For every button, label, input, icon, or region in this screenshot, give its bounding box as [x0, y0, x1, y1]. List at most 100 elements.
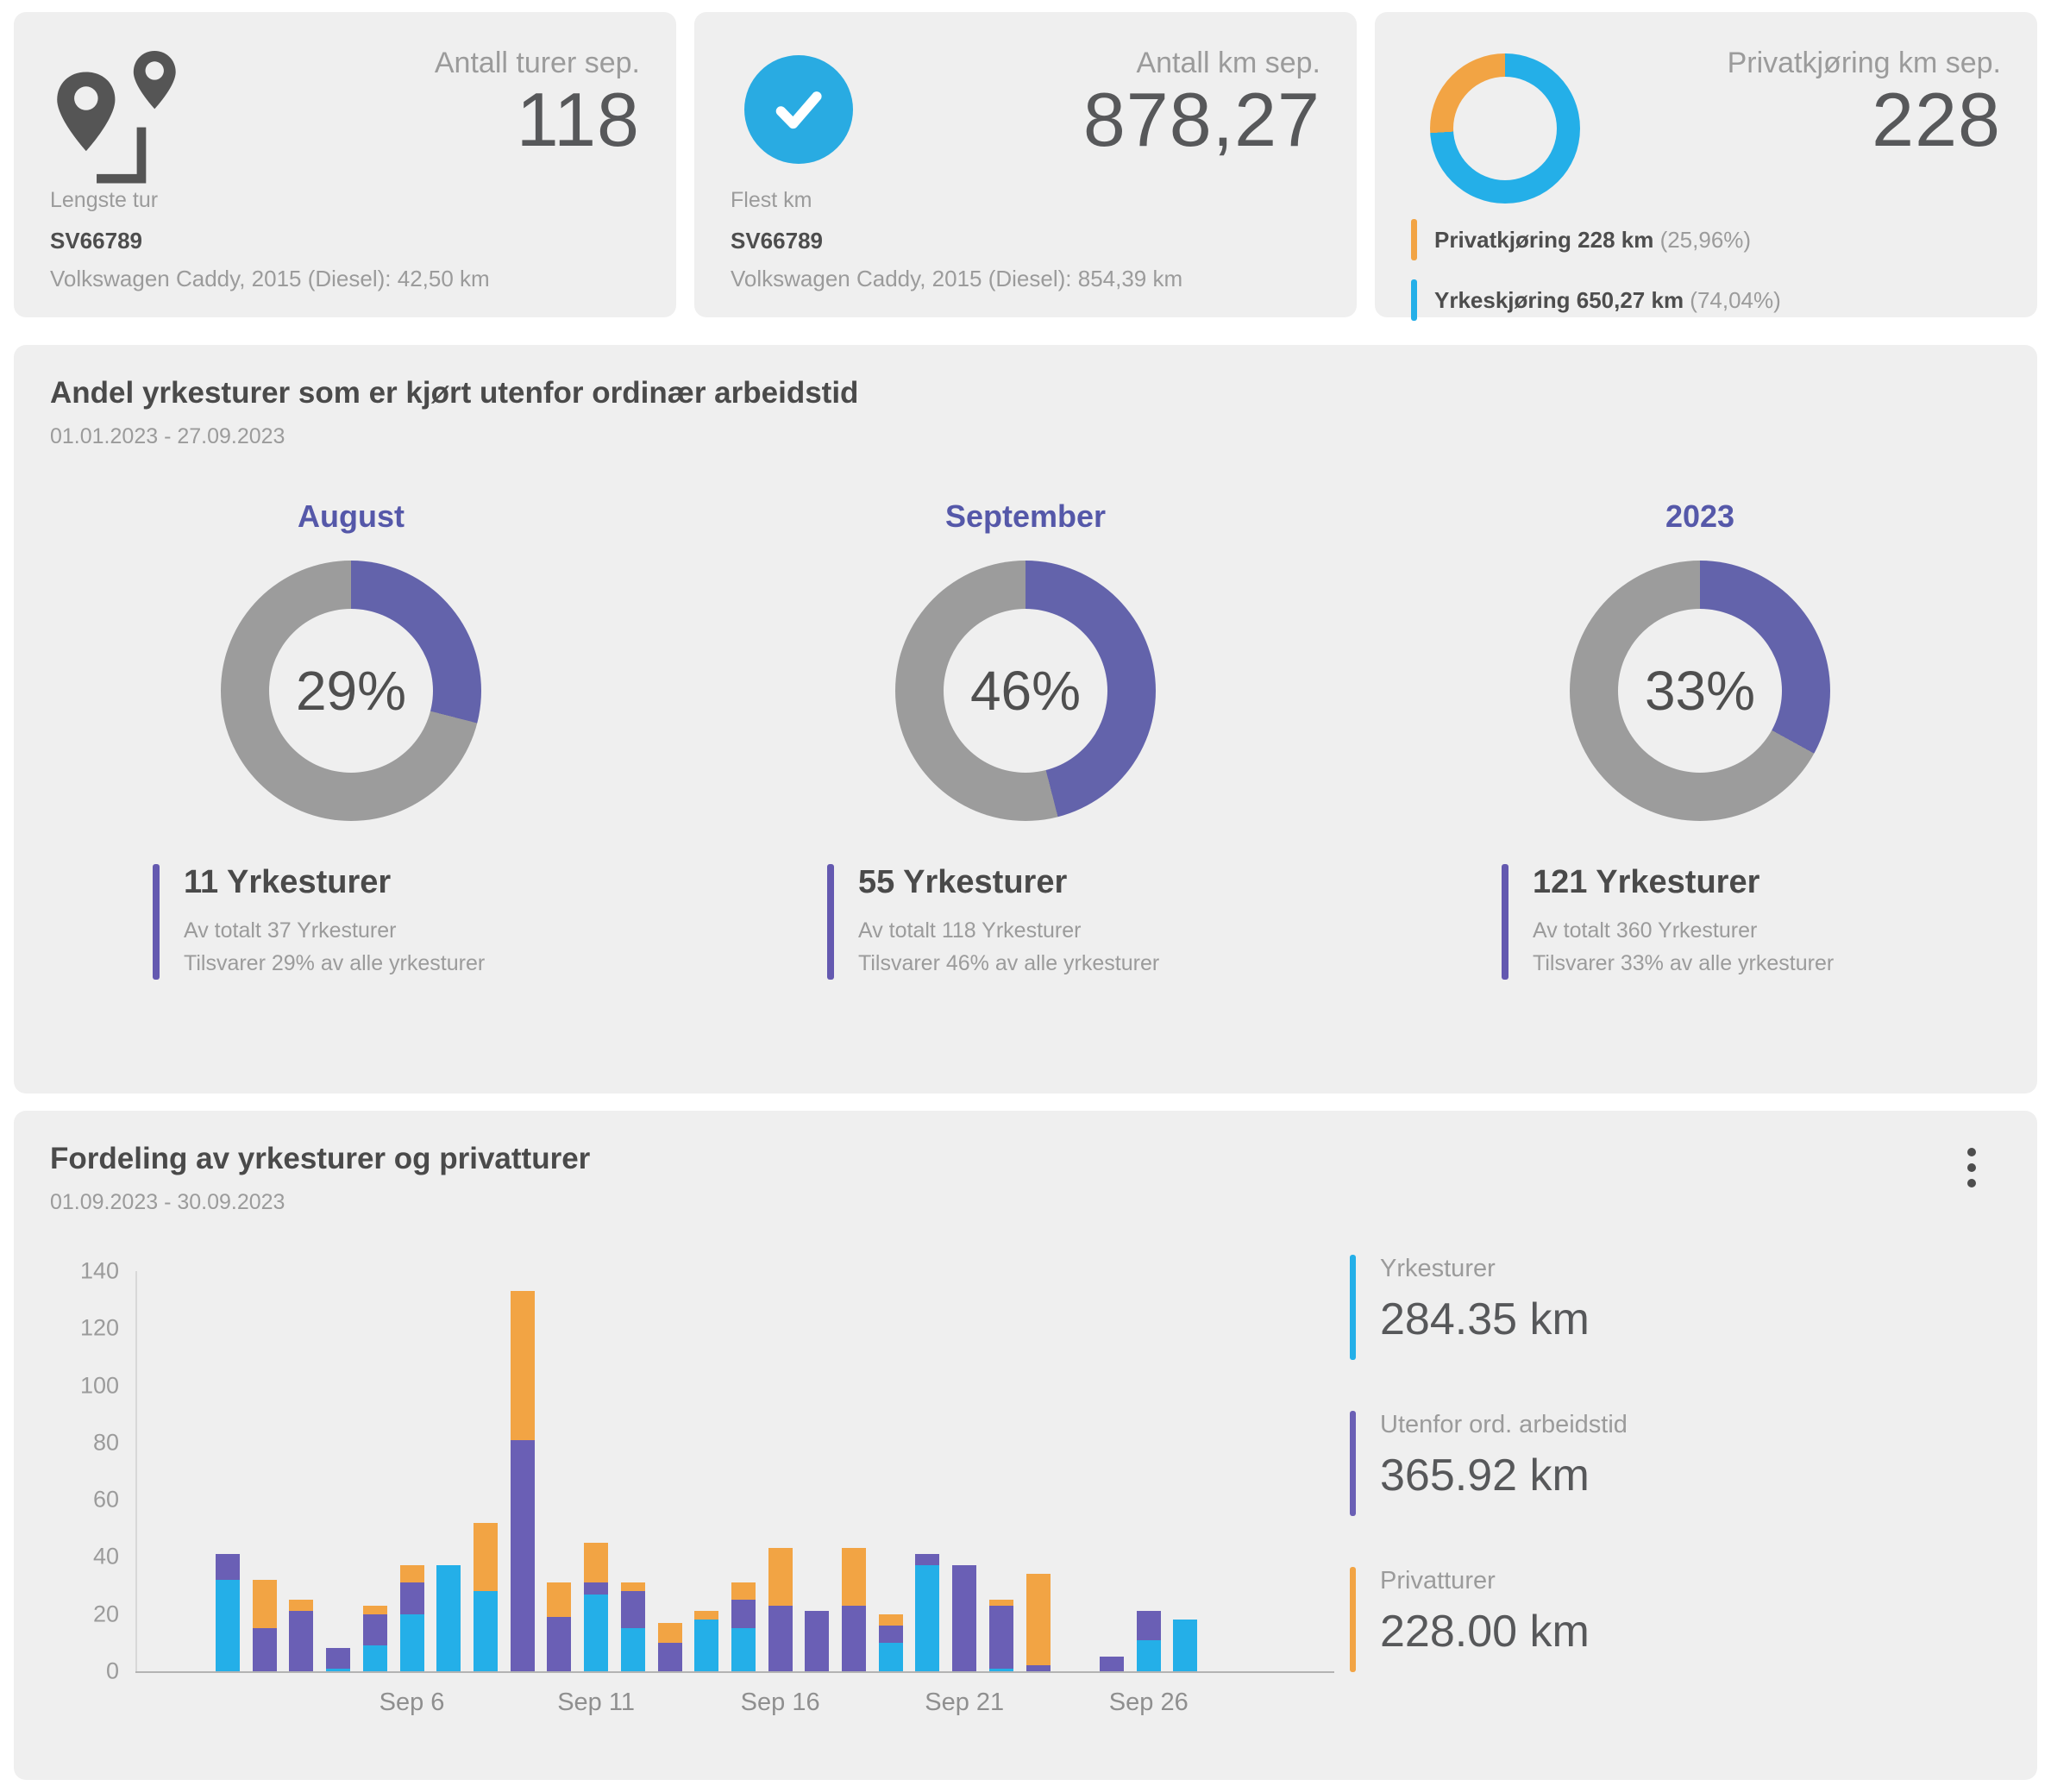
bar-segment-blue-sep8[interactable]	[473, 1591, 498, 1671]
bar-segment-blue-sep4[interactable]	[326, 1668, 351, 1671]
y-tick-label: 140	[79, 1257, 119, 1284]
stacked-bar-chart: 0 20 40 60 80 100 120 140 Sep 6 Sep 11 Sep 16 Sep 2…	[14, 1111, 2037, 1780]
donut-chart[interactable]: 29%	[221, 561, 481, 821]
bar-segment-orange-sep10[interactable]	[547, 1582, 572, 1618]
legend-series-label: Privatturer	[1380, 1567, 1496, 1595]
bar-segment-blue-sep22[interactable]	[988, 1668, 1013, 1671]
bar-segment-purple-sep20[interactable]	[915, 1554, 940, 1566]
trip-total: Av totalt 118 Yrkesturer	[858, 918, 1082, 943]
legend-series-value: 365.92 km	[1380, 1451, 1590, 1501]
bar-segment-blue-sep5[interactable]	[362, 1645, 387, 1671]
bar-segment-blue-sep27[interactable]	[1173, 1620, 1198, 1671]
vehicle-id: SV66789	[731, 228, 823, 254]
donut-percentage: 33%	[1644, 660, 1756, 722]
bar-segment-orange-sep23[interactable]	[1026, 1574, 1051, 1666]
x-tick-label: Sep 26	[1108, 1689, 1189, 1716]
donut-percentage: 29%	[295, 660, 407, 722]
bar-segment-blue-sep1[interactable]	[216, 1579, 240, 1671]
bar-segment-purple-sep9[interactable]	[510, 1439, 535, 1671]
y-tick-label: 20	[92, 1601, 119, 1627]
bar-segment-purple-sep18[interactable]	[842, 1605, 867, 1671]
bar-segment-orange-sep2[interactable]	[252, 1579, 277, 1629]
bar-segment-purple-sep21[interactable]	[952, 1565, 977, 1671]
bar-segment-blue-sep15[interactable]	[731, 1628, 756, 1671]
donut-percentage: 46%	[969, 660, 1082, 722]
bar-segment-purple-sep23[interactable]	[1026, 1665, 1051, 1671]
x-tick-label: Sep 6	[379, 1689, 445, 1716]
bar-segment-orange-sep18[interactable]	[842, 1548, 867, 1606]
bar-segment-blue-sep12[interactable]	[620, 1628, 645, 1671]
bar-segment-purple-sep2[interactable]	[252, 1628, 277, 1671]
bar-segment-orange-sep16[interactable]	[768, 1548, 793, 1606]
bar-segment-purple-sep19[interactable]	[878, 1625, 903, 1643]
bar-segment-orange-sep14[interactable]	[694, 1611, 719, 1620]
trip-count: 55 Yrkesturer	[858, 864, 1068, 900]
y-tick-label: 120	[79, 1314, 119, 1341]
bar-segment-purple-sep11[interactable]	[584, 1582, 609, 1595]
bar-segment-orange-sep19[interactable]	[878, 1613, 903, 1626]
bar-segment-purple-sep15[interactable]	[731, 1600, 756, 1629]
outside-hours-section: Andel yrkesturer som er kjørt utenfor or…	[14, 345, 2037, 1093]
legend-series-label: Utenfor ord. arbeidstid	[1380, 1411, 1628, 1438]
donut-period-label: 2023	[1665, 498, 1735, 534]
bar-segment-orange-sep5[interactable]	[362, 1605, 387, 1614]
caption-accent-bar	[1502, 864, 1508, 980]
bar-segment-blue-sep7[interactable]	[436, 1565, 461, 1671]
bar-segment-purple-sep25[interactable]	[1100, 1657, 1125, 1671]
donut-chart[interactable]: 33%	[1570, 561, 1830, 821]
bar-segment-purple-sep13[interactable]	[657, 1642, 682, 1671]
y-axis-line	[135, 1271, 137, 1673]
bar-segment-orange-sep13[interactable]	[657, 1622, 682, 1643]
section-date-range: 01.01.2023 - 27.09.2023	[50, 424, 285, 448]
bar-segment-orange-sep15[interactable]	[731, 1582, 756, 1601]
bar-segment-purple-sep5[interactable]	[362, 1613, 387, 1646]
km-legend-item: Yrkeskjøring 650,27 km (74,04%)	[1411, 279, 1781, 321]
card-value: 878,27	[1082, 77, 1320, 162]
bar-segment-purple-sep17[interactable]	[805, 1611, 830, 1671]
bar-segment-orange-sep3[interactable]	[289, 1600, 314, 1612]
bar-segment-orange-sep12[interactable]	[620, 1582, 645, 1592]
bar-segment-orange-sep22[interactable]	[988, 1600, 1013, 1606]
bar-segment-purple-sep4[interactable]	[326, 1648, 351, 1669]
donut-caption: 121 Yrkesturer Av totalt 360 Yrkesturer Ti…	[1502, 864, 1898, 980]
bar-segment-blue-sep6[interactable]	[399, 1613, 424, 1671]
bar-segment-orange-sep6[interactable]	[399, 1565, 424, 1583]
section-date-range: 01.09.2023 - 30.09.2023	[50, 1190, 285, 1214]
legend-color-bar	[1350, 1255, 1356, 1360]
legend-color-bar	[1350, 1567, 1356, 1672]
donut-group-2023: 2023 33% 121 Yrkesturer Av totalt 360 Yrkes…	[1363, 498, 2037, 980]
bar-segment-blue-sep11[interactable]	[584, 1594, 609, 1671]
bar-segment-purple-sep10[interactable]	[547, 1617, 572, 1671]
bar-segment-orange-sep11[interactable]	[584, 1542, 609, 1583]
trip-total: Av totalt 360 Yrkesturer	[1533, 918, 1758, 943]
donut-period-label: September	[944, 498, 1107, 534]
trip-share: Tilsvarer 33% av alle yrkesturer	[1533, 950, 1835, 975]
bar-segment-purple-sep22[interactable]	[988, 1605, 1013, 1669]
bar-segment-blue-sep26[interactable]	[1136, 1639, 1161, 1671]
km-legend-item: Privatkjøring 228 km (25,96%)	[1411, 219, 1751, 260]
kebab-menu-icon[interactable]	[1954, 1140, 1989, 1195]
bar-segment-orange-sep9[interactable]	[510, 1291, 535, 1440]
bar-segment-orange-sep8[interactable]	[473, 1522, 498, 1592]
trip-total: Av totalt 37 Yrkesturer	[184, 918, 397, 943]
donut-chart[interactable]: 46%	[895, 561, 1156, 821]
private-vs-work-donut-chart[interactable]	[1430, 53, 1580, 204]
card-value: 118	[516, 77, 640, 162]
bar-segment-blue-sep19[interactable]	[878, 1642, 903, 1671]
bar-segment-blue-sep14[interactable]	[694, 1620, 719, 1671]
donut-group-august: August 29% 11 Yrkesturer Av totalt 37 Yrkes…	[14, 498, 688, 980]
bar-segment-purple-sep3[interactable]	[289, 1611, 314, 1671]
route-pins-icon	[47, 48, 191, 193]
bar-segment-purple-sep26[interactable]	[1136, 1611, 1161, 1640]
bar-segment-purple-sep6[interactable]	[399, 1582, 424, 1614]
bar-segment-purple-sep16[interactable]	[768, 1605, 793, 1671]
caption-accent-bar	[153, 864, 160, 980]
trip-count: 121 Yrkesturer	[1533, 864, 1760, 900]
donut-caption: 55 Yrkesturer Av totalt 118 Yrkesturer Til…	[827, 864, 1224, 980]
legend-label: Yrkeskjøring 650,27 km (74,04%)	[1434, 286, 1781, 313]
legend-color-bar	[1411, 219, 1417, 260]
bar-segment-blue-sep20[interactable]	[915, 1565, 940, 1671]
card-antall-km: Antall km sep. 878,27 Flest km SV66789 V…	[694, 12, 1357, 317]
bar-segment-purple-sep12[interactable]	[620, 1591, 645, 1629]
bar-segment-purple-sep1[interactable]	[216, 1554, 240, 1580]
